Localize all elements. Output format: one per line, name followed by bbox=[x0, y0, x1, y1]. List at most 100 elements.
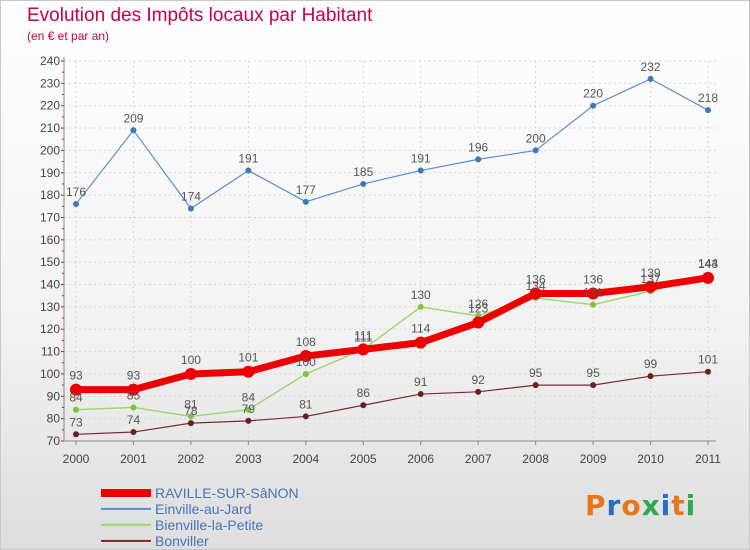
x-tick-label: 2011 bbox=[695, 452, 721, 466]
data-point-einville-au-jard bbox=[130, 127, 137, 134]
proxiti-logo: Proxiti bbox=[585, 489, 696, 522]
data-label-einville-au-jard: 191 bbox=[411, 152, 431, 166]
data-label-einville-au-jard: 232 bbox=[641, 60, 661, 74]
legend-label: Einville-au-Jard bbox=[155, 501, 252, 517]
data-point-bonviller bbox=[532, 382, 539, 389]
series-line-bonviller bbox=[75, 371, 709, 435]
data-label-bienville-la-petite: 131 bbox=[583, 286, 603, 300]
data-point-raville-sur-s-non bbox=[299, 350, 312, 363]
data-point-raville-sur-s-non bbox=[357, 343, 370, 356]
logo-letter: r bbox=[606, 489, 622, 522]
data-label-bienville-la-petite: 84 bbox=[69, 391, 83, 405]
data-label-raville-sur-s-non: 101 bbox=[238, 351, 258, 365]
y-tick-label: 140 bbox=[40, 278, 60, 292]
data-point-raville-sur-s-non bbox=[414, 336, 427, 349]
data-label-bienville-la-petite: 144 bbox=[698, 257, 718, 271]
y-tick-label: 210 bbox=[40, 121, 60, 135]
data-label-bienville-la-petite: 137 bbox=[641, 272, 661, 286]
data-label-raville-sur-s-non: 93 bbox=[127, 369, 141, 383]
data-point-raville-sur-s-non bbox=[184, 367, 197, 380]
data-label-einville-au-jard: 176 bbox=[66, 185, 86, 199]
x-tick-label: 2005 bbox=[350, 452, 377, 466]
data-point-einville-au-jard bbox=[360, 180, 367, 187]
logo-letter: o bbox=[621, 489, 642, 522]
data-label-raville-sur-s-non: 123 bbox=[468, 302, 488, 316]
data-point-bienville-la-petite bbox=[130, 404, 137, 411]
data-label-raville-sur-s-non: 93 bbox=[69, 369, 83, 383]
logo-letter: t bbox=[671, 489, 686, 522]
data-point-einville-au-jard bbox=[187, 205, 194, 212]
data-label-einville-au-jard: 218 bbox=[698, 91, 718, 105]
data-label-bienville-la-petite: 126 bbox=[468, 297, 488, 311]
data-point-bonviller bbox=[647, 373, 654, 380]
legend-item: Bienville-la-Petite bbox=[101, 517, 361, 533]
series-line-bienville-la-petite bbox=[75, 274, 709, 418]
x-tick-label: 2000 bbox=[63, 452, 90, 466]
data-label-bienville-la-petite: 81 bbox=[184, 397, 198, 411]
data-point-bienville-la-petite bbox=[302, 370, 309, 377]
data-point-bonviller bbox=[73, 431, 79, 438]
y-tick-label: 150 bbox=[40, 255, 60, 269]
data-label-bonviller: 74 bbox=[127, 413, 141, 427]
x-tick-label: 2001 bbox=[120, 452, 147, 466]
data-point-bienville-la-petite bbox=[187, 413, 194, 420]
legend-label: Bienville-la-Petite bbox=[155, 517, 264, 533]
data-point-einville-au-jard bbox=[590, 102, 597, 109]
data-label-bonviller: 73 bbox=[69, 415, 83, 429]
data-point-raville-sur-s-non bbox=[644, 280, 657, 293]
y-tick-label: 130 bbox=[40, 300, 60, 314]
data-point-bienville-la-petite bbox=[245, 406, 252, 413]
y-tick-label: 90 bbox=[47, 389, 61, 403]
data-point-raville-sur-s-non bbox=[472, 316, 485, 329]
data-point-einville-au-jard bbox=[647, 75, 654, 82]
data-label-bonviller: 95 bbox=[586, 366, 600, 380]
series-line-einville-au-jard bbox=[75, 78, 709, 210]
data-label-bonviller: 78 bbox=[184, 404, 198, 418]
data-label-raville-sur-s-non: 139 bbox=[641, 266, 661, 280]
legend-swatch bbox=[101, 489, 151, 497]
y-tick-label: 200 bbox=[40, 143, 60, 157]
y-tick-label: 220 bbox=[40, 99, 60, 113]
data-point-bonviller bbox=[705, 368, 711, 375]
data-label-bienville-la-petite: 111 bbox=[354, 330, 373, 344]
legend-item: RAVILLE-SUR-SâNON bbox=[101, 485, 361, 501]
data-point-raville-sur-s-non bbox=[529, 287, 542, 300]
data-point-einville-au-jard bbox=[705, 107, 711, 114]
data-label-raville-sur-s-non: 143 bbox=[698, 257, 718, 271]
data-point-bonviller bbox=[590, 382, 597, 389]
data-label-bonviller: 92 bbox=[472, 373, 486, 387]
x-tick-label: 2009 bbox=[580, 452, 607, 466]
data-label-einville-au-jard: 209 bbox=[123, 111, 143, 125]
data-point-bonviller bbox=[302, 413, 309, 420]
y-tick-label: 170 bbox=[40, 210, 60, 224]
data-point-bonviller bbox=[245, 417, 252, 424]
x-tick-label: 2003 bbox=[235, 452, 262, 466]
data-label-bienville-la-petite: 130 bbox=[411, 288, 431, 302]
chart-subtitle: (en € et par an) bbox=[27, 29, 110, 43]
y-tick-label: 100 bbox=[40, 367, 60, 381]
data-label-raville-sur-s-non: 114 bbox=[411, 322, 430, 336]
legend-swatch bbox=[101, 523, 151, 527]
line-chart: 7080901001101201301401501601701801902002… bbox=[40, 54, 721, 466]
y-tick-label: 70 bbox=[47, 434, 61, 448]
data-label-bienville-la-petite: 85 bbox=[127, 388, 141, 402]
x-tick-label: 2010 bbox=[637, 452, 664, 466]
data-point-bonviller bbox=[417, 391, 424, 398]
data-label-bonviller: 79 bbox=[242, 402, 256, 416]
legend-label: Bonviller bbox=[155, 533, 209, 549]
data-label-bonviller: 81 bbox=[299, 397, 313, 411]
data-label-bonviller: 99 bbox=[644, 357, 658, 371]
data-point-bonviller bbox=[360, 402, 367, 409]
data-point-raville-sur-s-non bbox=[242, 365, 255, 378]
y-tick-label: 120 bbox=[40, 322, 60, 336]
data-label-raville-sur-s-non: 111 bbox=[354, 328, 373, 342]
data-label-bonviller: 91 bbox=[414, 375, 428, 389]
data-point-raville-sur-s-non bbox=[702, 271, 714, 284]
x-tick-label: 2008 bbox=[522, 452, 549, 466]
x-tick-label: 2007 bbox=[465, 452, 492, 466]
y-tick-label: 110 bbox=[41, 345, 60, 359]
data-label-einville-au-jard: 200 bbox=[526, 131, 546, 145]
legend-swatch bbox=[101, 507, 151, 511]
y-tick-label: 240 bbox=[40, 54, 60, 68]
x-tick-label: 2002 bbox=[178, 452, 205, 466]
